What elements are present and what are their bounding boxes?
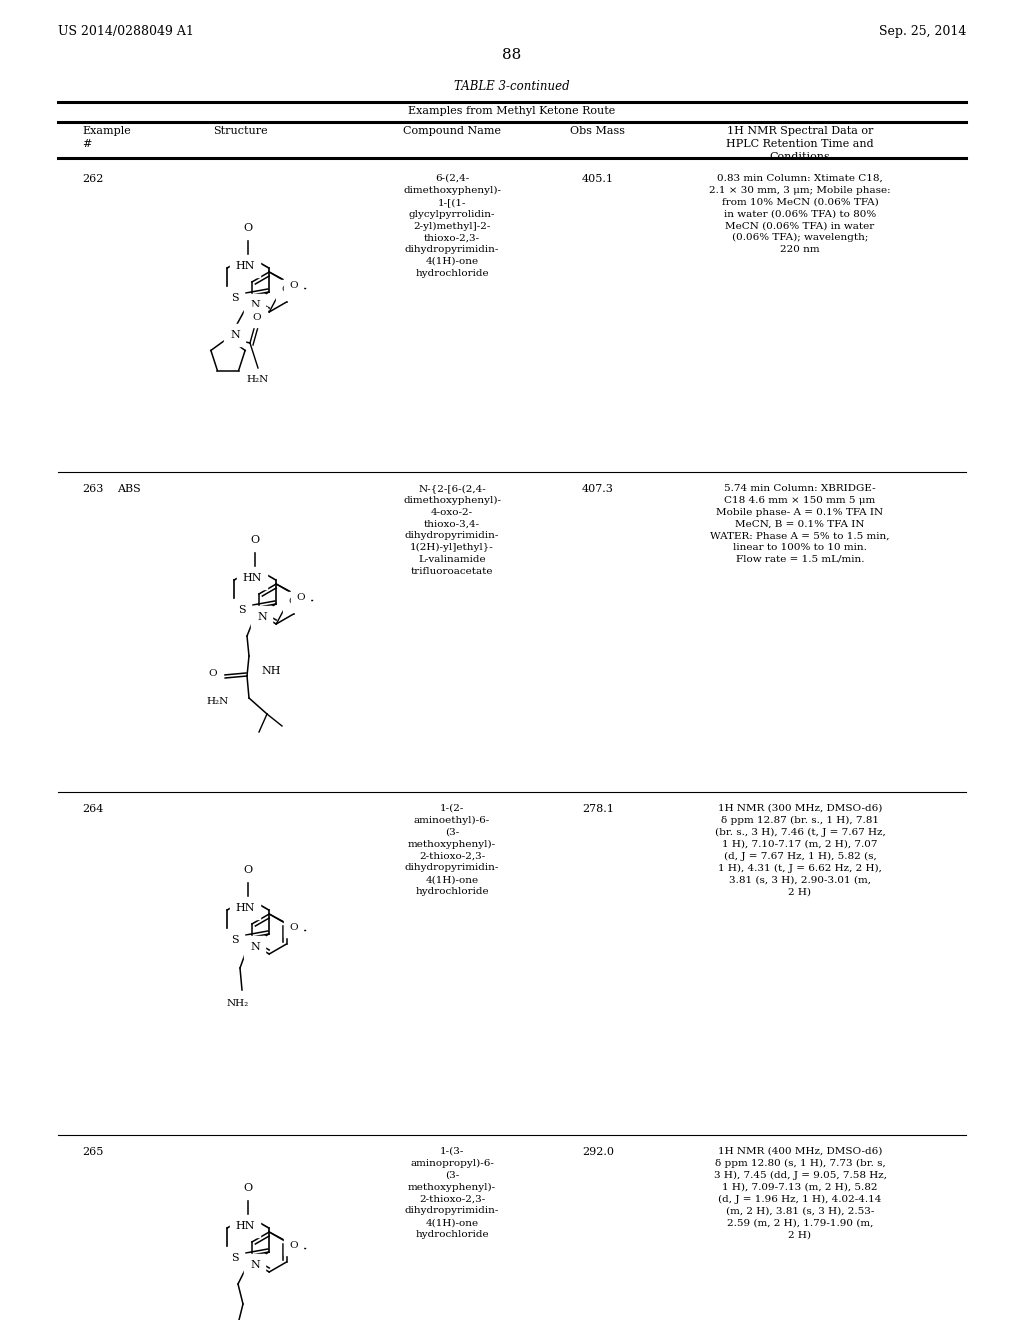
- Text: 5.74 min Column: XBRIDGE-
C18 4.6 mm × 150 mm 5 μm
Mobile phase- A = 0.1% TFA IN: 5.74 min Column: XBRIDGE- C18 4.6 mm × 1…: [711, 484, 890, 564]
- Text: HPLC Retention Time and: HPLC Retention Time and: [726, 139, 873, 149]
- Text: O: O: [288, 598, 297, 606]
- Text: 1-(2-
aminoethyl)-6-
(3-
methoxyphenyl)-
2-thioxo-2,3-
dihydropyrimidin-
4(1H)-o: 1-(2- aminoethyl)-6- (3- methoxyphenyl)-…: [404, 804, 499, 896]
- Text: Sep. 25, 2014: Sep. 25, 2014: [879, 25, 966, 38]
- Text: 292.0: 292.0: [582, 1147, 614, 1158]
- Text: Obs Mass: Obs Mass: [570, 125, 626, 136]
- Text: O: O: [289, 923, 298, 932]
- Text: US 2014/0288049 A1: US 2014/0288049 A1: [58, 25, 194, 38]
- Text: O: O: [208, 669, 217, 678]
- Text: O: O: [244, 1183, 253, 1193]
- Text: S: S: [239, 605, 246, 615]
- Text: 407.3: 407.3: [582, 484, 614, 494]
- Text: 1H NMR (400 MHz, DMSO-d6)
δ ppm 12.80 (s, 1 H), 7.73 (br. s,
3 H), 7.45 (dd, J =: 1H NMR (400 MHz, DMSO-d6) δ ppm 12.80 (s…: [714, 1147, 887, 1239]
- Text: H₂N: H₂N: [207, 697, 229, 706]
- Text: 278.1: 278.1: [582, 804, 614, 814]
- Text: 1-(3-
aminopropyl)-6-
(3-
methoxyphenyl)-
2-thioxo-2,3-
dihydropyrimidin-
4(1H)-: 1-(3- aminopropyl)-6- (3- methoxyphenyl)…: [404, 1147, 499, 1239]
- Text: 263: 263: [82, 484, 103, 494]
- Text: #: #: [82, 139, 91, 149]
- Text: O: O: [253, 313, 261, 322]
- Text: ABS: ABS: [117, 484, 140, 494]
- Text: O: O: [289, 281, 298, 289]
- Text: NH₂: NH₂: [227, 999, 249, 1008]
- Text: H₂N: H₂N: [247, 375, 269, 384]
- Text: 1H NMR Spectral Data or: 1H NMR Spectral Data or: [727, 125, 873, 136]
- Text: O: O: [244, 223, 253, 234]
- Text: N: N: [230, 330, 240, 341]
- Text: Compound Name: Compound Name: [403, 125, 501, 136]
- Text: 6-(2,4-
dimethoxyphenyl)-
1-[(1-
glycylpyrrolidin-
2-yl)methyl]-2-
thioxo-2,3-
d: 6-(2,4- dimethoxyphenyl)- 1-[(1- glycylp…: [403, 174, 501, 277]
- Text: N-{2-[6-(2,4-
dimethoxyphenyl)-
4-oxo-2-
thioxo-3,4-
dihydropyrimidin-
1(2H)-yl]: N-{2-[6-(2,4- dimethoxyphenyl)- 4-oxo-2-…: [403, 484, 501, 576]
- Text: 0.83 min Column: Xtimate C18,
2.1 × 30 mm, 3 μm; Mobile phase:
from 10% MeCN (0.: 0.83 min Column: Xtimate C18, 2.1 × 30 m…: [710, 174, 891, 253]
- Text: S: S: [231, 1253, 239, 1263]
- Text: Structure: Structure: [213, 125, 267, 136]
- Text: O: O: [251, 535, 259, 545]
- Text: TABLE 3-continued: TABLE 3-continued: [455, 81, 569, 92]
- Text: N: N: [250, 942, 260, 952]
- Text: N: N: [250, 300, 260, 310]
- Text: HN: HN: [236, 1221, 255, 1232]
- Text: NH: NH: [261, 667, 281, 676]
- Text: O: O: [289, 1241, 298, 1250]
- Text: O: O: [296, 593, 305, 602]
- Text: 264: 264: [82, 804, 103, 814]
- Text: 88: 88: [503, 48, 521, 62]
- Text: Examples from Methyl Ketone Route: Examples from Methyl Ketone Route: [409, 106, 615, 116]
- Text: N: N: [250, 1261, 260, 1270]
- Text: S: S: [231, 935, 239, 945]
- Text: 265: 265: [82, 1147, 103, 1158]
- Text: N: N: [257, 612, 266, 622]
- Text: Conditions: Conditions: [770, 152, 830, 162]
- Text: Example: Example: [82, 125, 131, 136]
- Text: 1H NMR (300 MHz, DMSO-d6)
δ ppm 12.87 (br. s., 1 H), 7.81
(br. s., 3 H), 7.46 (t: 1H NMR (300 MHz, DMSO-d6) δ ppm 12.87 (b…: [715, 804, 886, 896]
- Text: S: S: [231, 293, 239, 304]
- Text: O: O: [244, 865, 253, 875]
- Text: HN: HN: [236, 903, 255, 913]
- Text: 262: 262: [82, 174, 103, 183]
- Text: HN: HN: [236, 261, 255, 271]
- Text: O: O: [282, 285, 290, 294]
- Text: 405.1: 405.1: [582, 174, 614, 183]
- Text: HN: HN: [243, 573, 262, 583]
